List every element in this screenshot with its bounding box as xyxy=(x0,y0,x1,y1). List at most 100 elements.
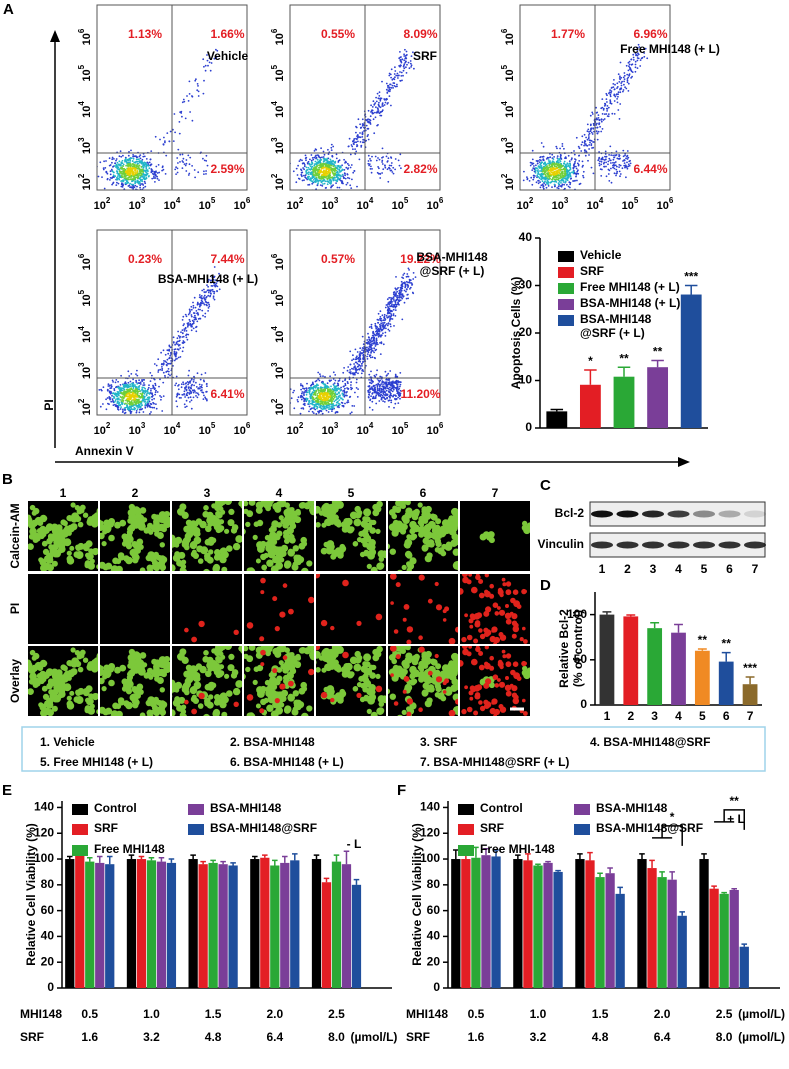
flow-event xyxy=(157,371,159,373)
flow-event xyxy=(373,100,375,102)
flow-event xyxy=(300,413,302,415)
flow-event xyxy=(344,172,346,174)
flow-event xyxy=(190,388,192,390)
flow-event xyxy=(341,164,343,166)
flow-event xyxy=(188,375,190,377)
flow-event xyxy=(379,376,381,378)
flow-event xyxy=(199,384,201,386)
flow-event xyxy=(336,165,338,167)
flow-event xyxy=(368,394,370,396)
flow-event xyxy=(624,72,626,74)
flow-event xyxy=(548,159,550,161)
flow-event xyxy=(601,98,603,100)
flow-y-tick: 102 xyxy=(77,398,93,415)
flow-event xyxy=(390,310,392,312)
tick-exponent: 3 xyxy=(500,137,509,142)
flow-event xyxy=(389,306,391,308)
flow-event xyxy=(207,290,209,292)
flow-x-tick: 104 xyxy=(587,196,604,212)
flow-event xyxy=(387,329,389,331)
flow-event xyxy=(532,159,534,161)
flow-event xyxy=(380,390,382,392)
flow-event xyxy=(117,175,119,177)
flow-event xyxy=(179,347,181,349)
flow-event xyxy=(587,124,589,126)
flow-event xyxy=(603,109,605,111)
flow-event xyxy=(370,395,372,397)
flow-event xyxy=(125,182,127,184)
flow-event xyxy=(614,84,616,86)
flow-event xyxy=(352,372,354,374)
flow-event xyxy=(609,146,611,148)
flow-event xyxy=(385,102,387,104)
flow-event xyxy=(380,316,382,318)
flow-event xyxy=(571,159,573,161)
flow-event xyxy=(389,84,391,86)
flow-event xyxy=(587,160,589,162)
flow-event xyxy=(410,287,412,289)
tick-exponent: 4 xyxy=(270,101,279,106)
flow-event xyxy=(154,388,156,390)
flow-event xyxy=(397,77,399,79)
flow-event xyxy=(534,175,536,177)
flow-event xyxy=(608,92,610,94)
flow-event xyxy=(385,371,387,373)
flow-event xyxy=(154,394,156,396)
flow-x-tick: 106 xyxy=(427,196,444,212)
tick-base: 10 xyxy=(81,33,93,45)
flow-event xyxy=(145,403,147,405)
flow-event xyxy=(626,65,628,67)
flow-event xyxy=(150,388,152,390)
flow-event xyxy=(639,65,641,67)
flow-event xyxy=(331,410,333,412)
flow-event xyxy=(373,396,375,398)
flow-event xyxy=(201,310,203,312)
flow-event xyxy=(405,283,407,285)
flow-event xyxy=(163,395,165,397)
flow-event xyxy=(101,176,103,178)
flow-event xyxy=(192,302,194,304)
plot-label: SRF xyxy=(413,49,437,63)
flow-event xyxy=(590,144,592,146)
tick-exponent: 3 xyxy=(77,362,86,367)
flow-event xyxy=(375,403,377,405)
quadrant-percent: 1.77% xyxy=(551,27,585,41)
flow-event xyxy=(177,337,179,339)
flow-event xyxy=(175,166,177,168)
flow-event xyxy=(332,146,334,148)
quadrant-percent: 1.13% xyxy=(128,27,162,41)
flow-event xyxy=(533,163,535,165)
flow-event xyxy=(154,416,156,418)
flow-y-tick: 105 xyxy=(270,64,286,81)
flow-event xyxy=(614,113,616,115)
flow-event xyxy=(197,397,199,399)
flow-event xyxy=(296,168,298,170)
flow-event xyxy=(176,393,178,395)
flow-event xyxy=(150,390,152,392)
flow-event xyxy=(168,358,170,360)
flow-event xyxy=(627,165,629,167)
flow-event xyxy=(368,160,370,162)
tick-base: 10 xyxy=(274,106,286,118)
scatter-cloud xyxy=(523,44,648,198)
flow-event xyxy=(129,160,131,162)
flow-event xyxy=(163,143,165,145)
flow-event xyxy=(187,323,189,325)
flow-event xyxy=(318,168,320,170)
flow-event xyxy=(354,392,356,394)
flow-event xyxy=(618,91,620,93)
flow-event xyxy=(606,101,608,103)
flow-event xyxy=(554,184,556,186)
flow-event xyxy=(178,340,180,342)
flow-event xyxy=(132,379,134,381)
flow-event xyxy=(329,380,331,382)
flow-event xyxy=(194,319,196,321)
flow-event xyxy=(145,168,147,170)
flow-event xyxy=(389,165,391,167)
flow-event xyxy=(619,91,621,93)
flow-event xyxy=(129,183,131,185)
flow-event xyxy=(619,155,621,157)
flow-event xyxy=(377,388,379,390)
flow-event xyxy=(160,399,162,401)
flow-event xyxy=(396,84,398,86)
